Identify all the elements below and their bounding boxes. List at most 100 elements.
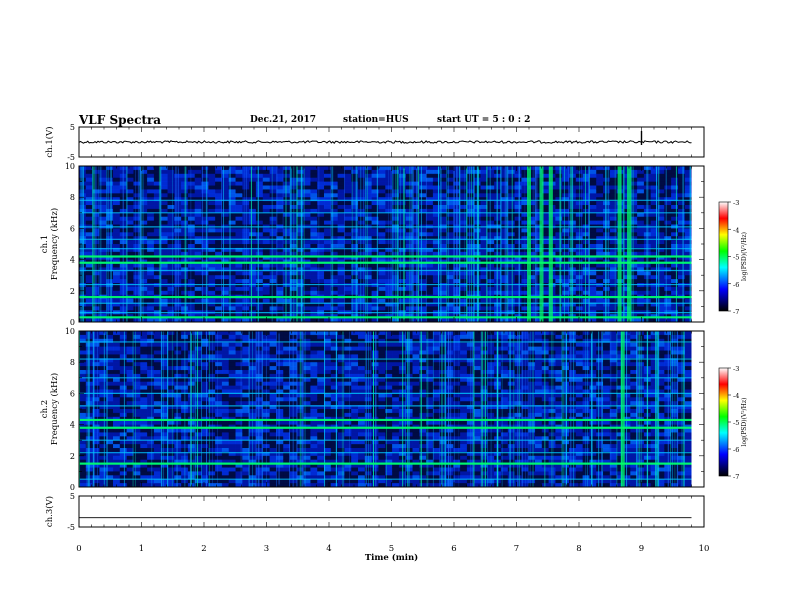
noise-cell: [398, 302, 407, 307]
noise-cell: [262, 302, 270, 307]
noise-cell: [664, 216, 672, 221]
noise-cell: [330, 298, 338, 303]
noise-cell: [126, 169, 134, 175]
noise-cell: [92, 459, 100, 464]
noise-cell: [255, 448, 264, 453]
noise-cell: [637, 271, 645, 276]
noise-cell: [99, 275, 107, 280]
noise-cell: [106, 263, 114, 268]
noise-cell: [215, 263, 223, 268]
noise-cell: [439, 302, 447, 307]
noise-cell: [106, 177, 114, 182]
noise-cell: [194, 405, 202, 410]
noise-cell: [221, 463, 230, 468]
noise-cell: [671, 228, 679, 233]
noise-cell: [153, 455, 162, 461]
noise-cell: [85, 306, 93, 311]
noise-cell: [85, 185, 93, 190]
noise-cell: [79, 251, 87, 257]
noise-cell: [371, 240, 379, 245]
noise-cell: [637, 177, 645, 182]
noise-cell: [562, 247, 570, 253]
ch1-waveform-trace: [78, 140, 692, 144]
noise-cell: [460, 166, 468, 171]
noise-cell: [167, 455, 175, 461]
noise-cell: [650, 247, 658, 253]
noise-cell: [269, 448, 277, 453]
noise-cell: [126, 173, 134, 179]
noise-cell: [242, 428, 250, 433]
noise-cell: [228, 377, 236, 383]
noise-cell: [514, 205, 522, 210]
noise-cell: [174, 405, 182, 410]
ch1-spectrogram-emission-lines: [79, 199, 692, 319]
noise-cell: [79, 208, 87, 214]
noise-cell: [187, 271, 196, 276]
noise-cell: [500, 318, 509, 323]
noise-cell: [187, 169, 196, 175]
noise-cell: [208, 240, 216, 245]
noise-cell: [133, 440, 141, 445]
noise-cell: [242, 177, 250, 182]
noise-cell: [398, 271, 407, 276]
noise-cell: [596, 208, 604, 214]
noise-cell: [358, 298, 366, 303]
noise-cell: [535, 169, 543, 175]
noise-cell: [126, 389, 134, 394]
noise-cell: [269, 185, 277, 190]
noise-cell: [255, 362, 264, 367]
noise-cell: [79, 405, 87, 410]
noise-cell: [330, 205, 338, 210]
noise-cell: [194, 279, 202, 284]
noise-cell: [153, 212, 162, 218]
noise-cell: [487, 255, 495, 260]
noise-cell: [535, 298, 543, 303]
noise-cell: [221, 393, 230, 398]
noise-cell: [194, 451, 202, 457]
noise-cell: [507, 247, 515, 253]
noise-cell: [106, 370, 114, 375]
noise-cell: [535, 286, 543, 292]
noise-cell: [133, 338, 141, 344]
noise-cell: [432, 298, 441, 303]
noise-cell: [160, 216, 168, 221]
noise-cell: [255, 459, 264, 464]
noise-cell: [500, 216, 509, 221]
noise-cell: [167, 366, 175, 371]
noise-cell: [79, 389, 87, 394]
noise-cell: [582, 220, 590, 225]
noise-cell: [378, 169, 386, 175]
noise-cell: [337, 275, 345, 280]
noise-cell: [358, 267, 366, 272]
noise-cell: [85, 193, 93, 198]
noise-cell: [208, 193, 216, 198]
noise-cell: [269, 436, 277, 441]
noise-cell: [99, 334, 107, 340]
noise-cell: [92, 362, 100, 367]
noise-cell: [113, 279, 121, 284]
noise-cell: [221, 412, 230, 418]
noise-cell: [446, 189, 454, 194]
noise-cell: [269, 228, 277, 233]
noise-cell: [113, 346, 121, 351]
noise-cell: [174, 440, 182, 445]
noise-cell: [358, 228, 366, 233]
noise-cell: [276, 302, 284, 307]
noise-cell: [296, 267, 304, 272]
noise-cell: [684, 236, 692, 241]
noise-cell: [181, 459, 189, 464]
noise-cell: [521, 169, 529, 175]
noise-cell: [208, 338, 216, 344]
noise-cell: [228, 275, 236, 280]
noise-cell: [371, 185, 379, 190]
noise-cell: [106, 385, 114, 390]
noise-cell: [153, 358, 162, 363]
noise-cell: [426, 267, 434, 272]
noise-cell: [269, 483, 277, 488]
noise-cell: [351, 208, 359, 214]
noise-cell: [541, 208, 549, 214]
noise-cell: [317, 290, 325, 296]
noise-cell: [215, 228, 223, 233]
noise-cell: [140, 193, 148, 198]
